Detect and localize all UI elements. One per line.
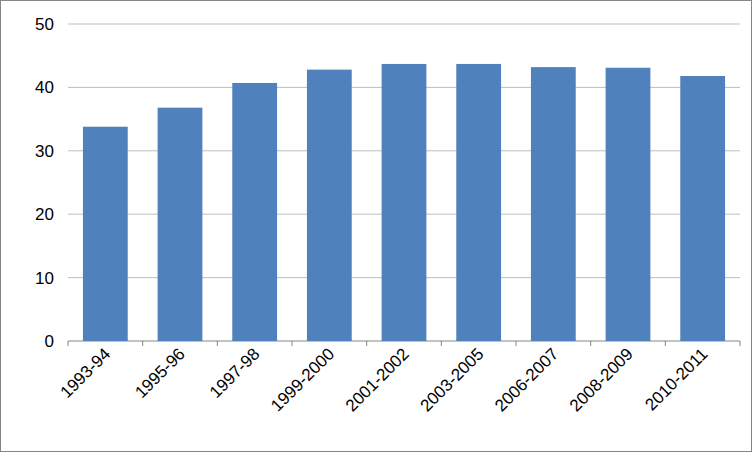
bars — [83, 64, 725, 341]
chart-border — [1, 1, 752, 452]
y-tick-label: 40 — [35, 78, 54, 97]
x-tick-label: 1997-98 — [206, 344, 264, 402]
x-tick-label: 1999-2000 — [267, 344, 338, 415]
x-tick-mark — [217, 341, 218, 346]
bar — [83, 127, 128, 341]
x-tick-label: 2008-2009 — [566, 344, 637, 415]
x-tick-mark — [142, 341, 143, 346]
bar — [158, 108, 203, 341]
x-tick-mark — [665, 341, 666, 346]
chart-svg: 0 10 20 30 40 50 1993-94 1995-96 1997-981999-200… — [0, 0, 752, 452]
y-tick-label: 30 — [35, 142, 54, 161]
x-tick-label: 1993-94 — [57, 344, 115, 402]
bar — [606, 68, 651, 341]
x-tick-label: 2006-2007 — [491, 344, 562, 415]
bar — [456, 64, 501, 341]
x-tick-mark — [590, 341, 591, 346]
y-tick-label: 20 — [35, 205, 54, 224]
x-tick-label: 1995-96 — [131, 344, 189, 402]
x-tick-mark — [516, 341, 517, 346]
x-tick-mark — [441, 341, 442, 346]
x-tick-mark — [366, 341, 367, 346]
bar — [307, 70, 352, 341]
x-tick-mark — [740, 341, 741, 346]
chart-container: 0 10 20 30 40 50 1993-94 1995-96 1997-981999-200… — [0, 0, 752, 452]
x-tick-label: 2003-2005 — [417, 344, 488, 415]
bar — [531, 67, 576, 341]
y-tick-label: 10 — [35, 269, 54, 288]
x-tick-label: 2010-2011 — [641, 344, 711, 414]
bar — [680, 76, 725, 341]
grid-line — [68, 24, 740, 25]
x-tick-mark — [68, 341, 69, 346]
x-tick-mark — [292, 341, 293, 346]
y-tick-label: 0 — [45, 332, 54, 351]
x-tick-label: 2001-2002 — [342, 344, 413, 415]
y-tick-label: 50 — [35, 15, 54, 34]
bar — [382, 64, 427, 341]
bar — [232, 83, 277, 341]
